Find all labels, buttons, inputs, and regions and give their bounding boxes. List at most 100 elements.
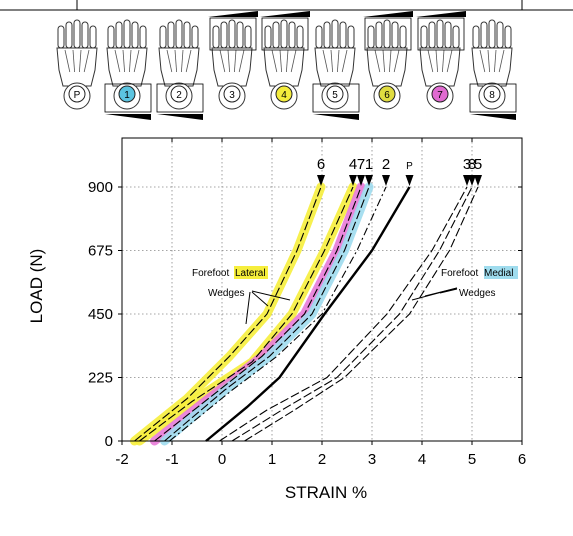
foot-midfoot	[158, 47, 200, 87]
foot-toe	[452, 25, 460, 49]
foot-midfoot	[314, 47, 356, 87]
foot-bone-line	[330, 49, 333, 73]
wedge-rearfoot-box	[156, 83, 204, 113]
foot-toe	[131, 21, 139, 49]
foot-toe	[115, 21, 123, 49]
lateral-label-suffix: Wedges	[208, 288, 245, 299]
foot-number-label: 6	[384, 90, 390, 101]
foot-number-circle	[275, 85, 293, 103]
x-tick-label: -1	[165, 451, 178, 468]
foot-toe	[264, 25, 272, 49]
marker-label-4: 4	[349, 156, 357, 173]
foot-bone-line	[219, 49, 226, 73]
top-markers: 6 4 7 1 2 P 385	[317, 156, 482, 186]
marker-triangle-5	[474, 175, 482, 186]
foot-bone-line	[322, 49, 329, 73]
foot-diagram-7: 7	[416, 11, 466, 110]
foot-bone-line	[479, 49, 486, 73]
foot-toe	[296, 25, 304, 49]
foot-bone-line	[446, 49, 453, 73]
foot-bone-line	[234, 49, 237, 73]
lateral-annotation: Forefoot Lateral Wedges	[192, 266, 291, 325]
foot-diagram-4: 4	[260, 11, 310, 110]
marker-label-1: 1	[365, 156, 373, 173]
foot-bone-line	[174, 49, 177, 73]
wedge-forefoot-box	[364, 17, 412, 51]
foot-bone-line	[181, 49, 184, 73]
curve-4	[139, 186, 354, 442]
marker-label-2: 2	[382, 156, 390, 173]
foot-bone-line	[279, 49, 282, 73]
marker-triangle-4	[349, 175, 357, 186]
foot-number-circle	[326, 85, 344, 103]
foot-midfoot	[471, 47, 513, 87]
foot-number-circle	[118, 85, 136, 103]
medial-label-suffix: Wedges	[459, 288, 496, 299]
x-tick-label: 2	[318, 451, 326, 468]
foot-bone-line	[393, 49, 400, 73]
foot-toe	[183, 21, 191, 49]
foot-number-label: 8	[489, 90, 495, 101]
foot-bone-line	[271, 49, 278, 73]
medial-pointer	[424, 287, 458, 297]
foot-number-circle	[170, 85, 188, 103]
curve-5	[244, 186, 479, 442]
lateral-pointer	[251, 291, 269, 307]
wedge-forefoot-top	[363, 11, 413, 17]
foot-bone-line	[114, 49, 121, 73]
foot-bone-line	[442, 49, 445, 73]
foot-toe	[244, 25, 252, 49]
wedge-forefoot-box	[261, 17, 309, 51]
marker-triangle-6	[317, 175, 325, 186]
x-tick-label: 4	[418, 451, 426, 468]
foot-bone-line	[83, 49, 90, 73]
foot-toe	[159, 25, 167, 49]
foot-toe	[81, 21, 89, 49]
wedge-forefoot-box	[209, 17, 257, 51]
marker-label-7: 7	[357, 156, 365, 173]
foot-bone-line	[337, 49, 340, 73]
foot-bone-line	[290, 49, 297, 73]
foot-toe	[367, 25, 375, 49]
foot-bone-line	[72, 49, 75, 73]
wedge-forefoot-top	[208, 11, 258, 17]
y-tick-label: 675	[88, 243, 113, 260]
marker-label-8: 8	[468, 156, 476, 173]
foot-bone-line	[494, 49, 497, 73]
foot-diagram-2: 2	[156, 19, 204, 120]
marker-triangle-8	[468, 175, 476, 186]
foot-number-label: 2	[176, 90, 182, 101]
foot-toe	[167, 21, 175, 49]
wedge-forefoot-top	[260, 11, 310, 17]
foot-toe	[444, 21, 452, 49]
foot-midfoot	[419, 47, 461, 87]
curve-2	[169, 186, 387, 442]
marker-label-P: P	[406, 161, 413, 172]
foot-toe	[107, 25, 115, 49]
foot-bone-line	[79, 49, 82, 73]
foot-toe	[139, 25, 147, 49]
foot-toe	[315, 25, 323, 49]
wedge-rearfoot-box	[104, 83, 152, 113]
foot-toe	[436, 19, 444, 49]
foot-bone-line	[435, 49, 438, 73]
foot-bone-line	[238, 49, 245, 73]
x-tick-label: 5	[468, 451, 476, 468]
foot-toe	[331, 19, 339, 49]
lateral-label-prefix: Forefoot	[192, 268, 229, 279]
medial-label-highlight: Medial	[484, 268, 513, 279]
foot-bone-line	[185, 49, 192, 73]
foot-bone-line	[122, 49, 125, 73]
foot-midfoot	[263, 47, 305, 87]
foot-midfoot	[366, 47, 408, 87]
y-axis-label: LOAD (N)	[27, 249, 46, 324]
foot-toe	[123, 19, 131, 49]
foot-diagram-6: 6	[363, 11, 413, 110]
foot-number-label: 5	[332, 90, 338, 101]
wedge-rearfoot-bottom	[105, 114, 151, 120]
foot-bone-line	[166, 49, 173, 73]
lateral-pointer	[245, 291, 251, 325]
foot-toe	[420, 25, 428, 49]
wedge-rearfoot-box	[312, 83, 360, 113]
